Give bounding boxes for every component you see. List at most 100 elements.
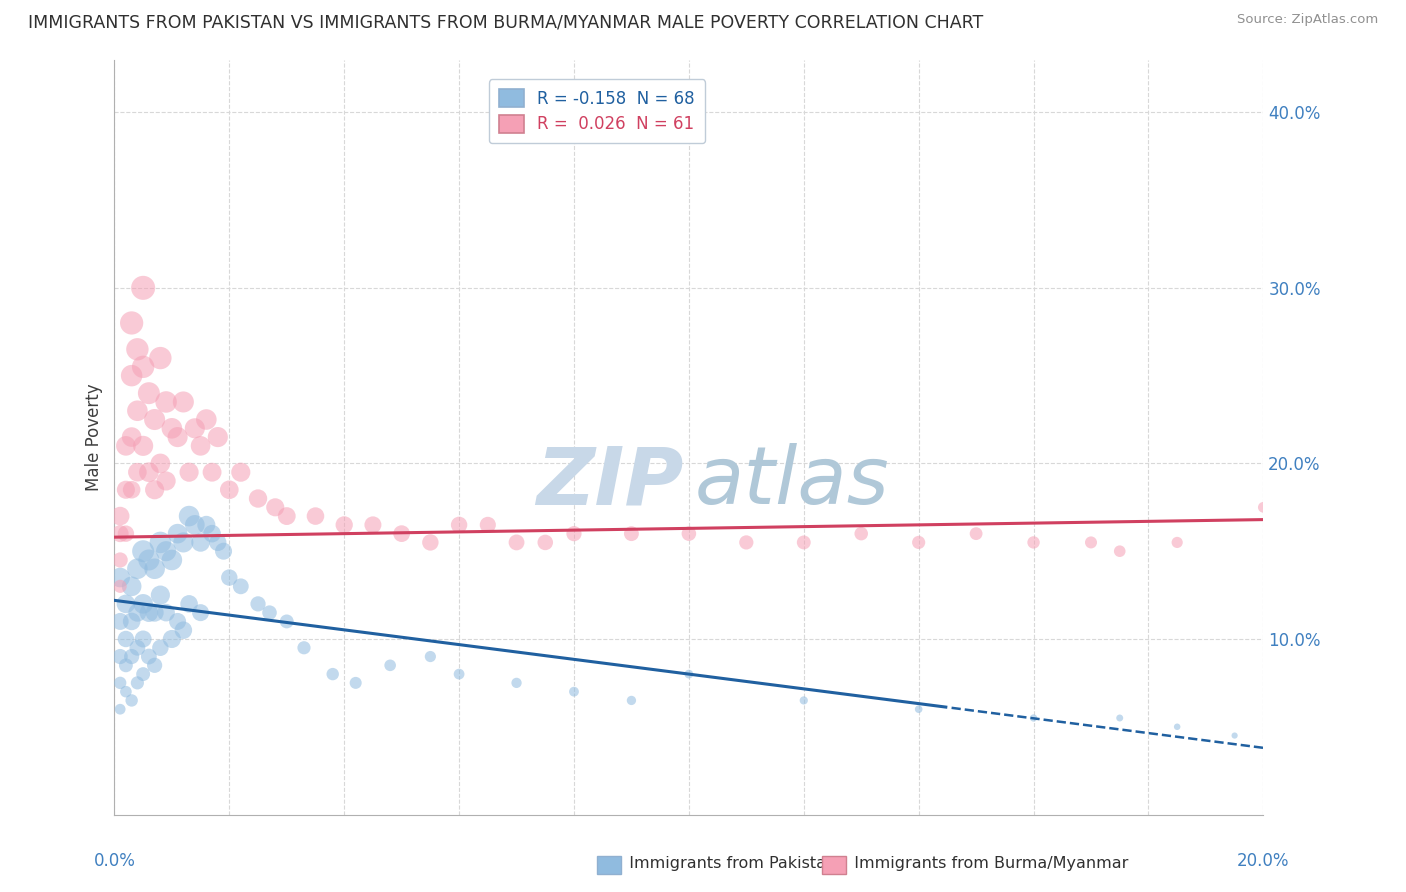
Point: [115, 632, 138, 646]
Point: [793, 693, 815, 707]
Y-axis label: Male Poverty: Male Poverty: [86, 384, 103, 491]
Point: [678, 526, 700, 541]
Point: [121, 368, 143, 383]
Point: [907, 535, 929, 549]
Point: [177, 465, 200, 479]
Point: [121, 649, 143, 664]
Point: [851, 526, 873, 541]
Point: [132, 632, 155, 646]
Point: [172, 535, 194, 549]
Point: [155, 606, 177, 620]
Point: [143, 658, 166, 673]
Point: [1022, 535, 1045, 549]
Point: [149, 640, 172, 655]
Point: [247, 597, 270, 611]
Point: [195, 517, 218, 532]
Point: [184, 421, 207, 435]
Point: [304, 509, 326, 524]
Text: Source: ZipAtlas.com: Source: ZipAtlas.com: [1237, 13, 1378, 27]
Point: [149, 351, 172, 365]
Point: [138, 553, 160, 567]
Point: [1080, 535, 1102, 549]
Point: [218, 483, 240, 497]
Point: [132, 281, 155, 295]
Point: [115, 658, 138, 673]
Point: [505, 676, 527, 690]
Point: [505, 535, 527, 549]
Point: [127, 606, 149, 620]
Point: [793, 535, 815, 549]
Point: [127, 465, 149, 479]
Point: [115, 439, 138, 453]
Text: Immigrants from Burma/Myanmar: Immigrants from Burma/Myanmar: [844, 856, 1128, 871]
Point: [172, 624, 194, 638]
Point: [344, 676, 367, 690]
Point: [184, 517, 207, 532]
Point: [562, 526, 585, 541]
Point: [201, 526, 224, 541]
Point: [115, 483, 138, 497]
Point: [127, 640, 149, 655]
Point: [108, 579, 131, 593]
Point: [143, 606, 166, 620]
Point: [143, 412, 166, 426]
Point: [155, 544, 177, 558]
Point: [292, 640, 315, 655]
Point: [562, 684, 585, 698]
Point: [391, 526, 413, 541]
Point: [1166, 535, 1188, 549]
Point: [907, 702, 929, 716]
Point: [361, 517, 384, 532]
Point: [534, 535, 557, 549]
Point: [108, 615, 131, 629]
Point: [207, 535, 229, 549]
Point: [207, 430, 229, 444]
Point: [1223, 729, 1246, 743]
Point: [132, 597, 155, 611]
Point: [190, 606, 212, 620]
Point: [108, 509, 131, 524]
Point: [201, 465, 224, 479]
Point: [127, 676, 149, 690]
Point: [1166, 720, 1188, 734]
Point: [449, 517, 471, 532]
Point: [108, 649, 131, 664]
Point: [108, 676, 131, 690]
Text: atlas: atlas: [695, 443, 890, 522]
Point: [172, 395, 194, 409]
Point: [143, 562, 166, 576]
Point: [143, 483, 166, 497]
Point: [108, 553, 131, 567]
Point: [322, 667, 344, 681]
Point: [127, 343, 149, 357]
Point: [127, 403, 149, 417]
Point: [121, 615, 143, 629]
Point: [160, 553, 183, 567]
Point: [121, 693, 143, 707]
Point: [264, 500, 287, 515]
Point: [155, 395, 177, 409]
Text: 0.0%: 0.0%: [93, 852, 135, 870]
Point: [115, 684, 138, 698]
Text: IMMIGRANTS FROM PAKISTAN VS IMMIGRANTS FROM BURMA/MYANMAR MALE POVERTY CORRELATI: IMMIGRANTS FROM PAKISTAN VS IMMIGRANTS F…: [28, 13, 983, 31]
Point: [333, 517, 356, 532]
Point: [229, 579, 252, 593]
Point: [177, 597, 200, 611]
Point: [449, 667, 471, 681]
Point: [166, 526, 188, 541]
Point: [190, 439, 212, 453]
Point: [419, 535, 441, 549]
Text: Immigrants from Pakistan: Immigrants from Pakistan: [619, 856, 835, 871]
Point: [965, 526, 987, 541]
Point: [149, 588, 172, 602]
Point: [620, 693, 643, 707]
Point: [138, 649, 160, 664]
Point: [115, 597, 138, 611]
Point: [229, 465, 252, 479]
Point: [149, 535, 172, 549]
Point: [276, 509, 298, 524]
Point: [195, 412, 218, 426]
Point: [160, 421, 183, 435]
Point: [1108, 711, 1130, 725]
Point: [132, 667, 155, 681]
